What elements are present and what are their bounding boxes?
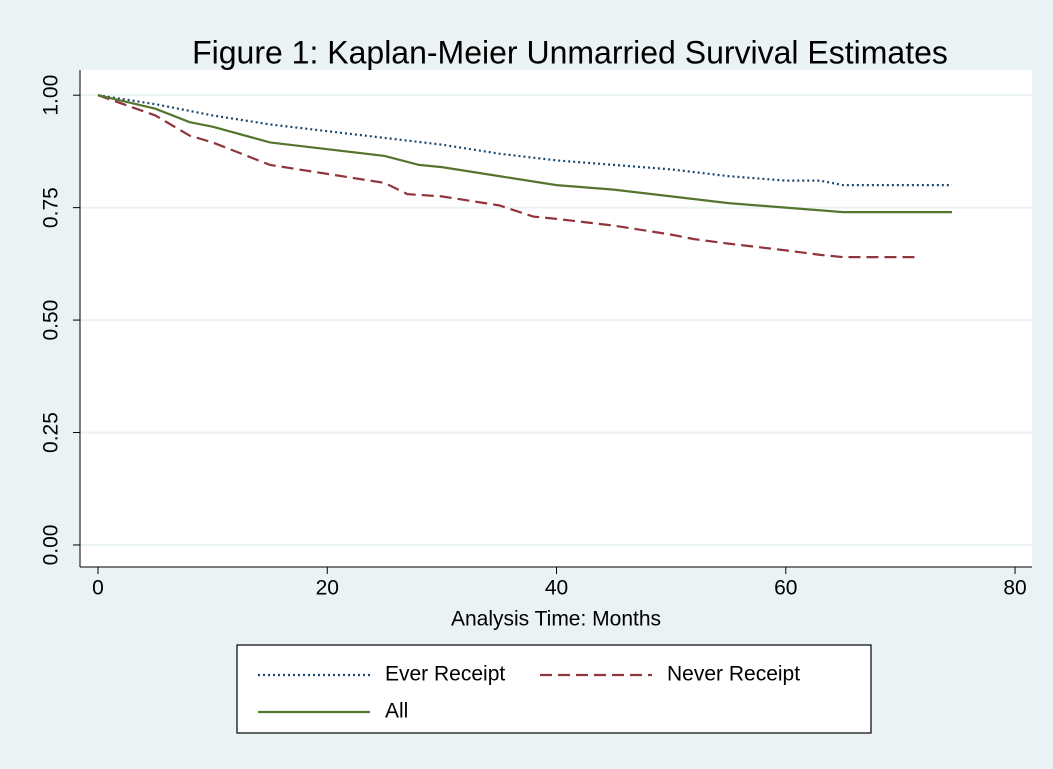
- x-tick-label: 20: [316, 577, 339, 600]
- series-line: [97, 94, 952, 187]
- y-tick-label: 1.00: [40, 75, 63, 116]
- y-tick-label: 0.50: [40, 300, 63, 341]
- x-tick-label: 0: [92, 577, 104, 600]
- y-tick-label: 0.75: [40, 187, 63, 228]
- x-tick-label: 60: [774, 577, 797, 600]
- y-tick-label: 0.00: [40, 525, 63, 566]
- x-tick-label: 40: [545, 577, 568, 600]
- x-axis-title: Analysis Time: Months: [451, 608, 661, 631]
- plot-area: [80, 70, 1032, 567]
- chart-title: Figure 1: Kaplan-Meier Unmarried Surviva…: [192, 34, 948, 70]
- series-line: [97, 94, 952, 214]
- series-line: [97, 94, 918, 259]
- legend-label: All: [385, 700, 408, 723]
- legend: [236, 644, 872, 734]
- legend-label: Ever Receipt: [385, 663, 505, 686]
- y-tick-label: 0.25: [40, 412, 63, 453]
- legend-label: Never Receipt: [667, 663, 800, 686]
- x-tick-label: 80: [1003, 577, 1026, 600]
